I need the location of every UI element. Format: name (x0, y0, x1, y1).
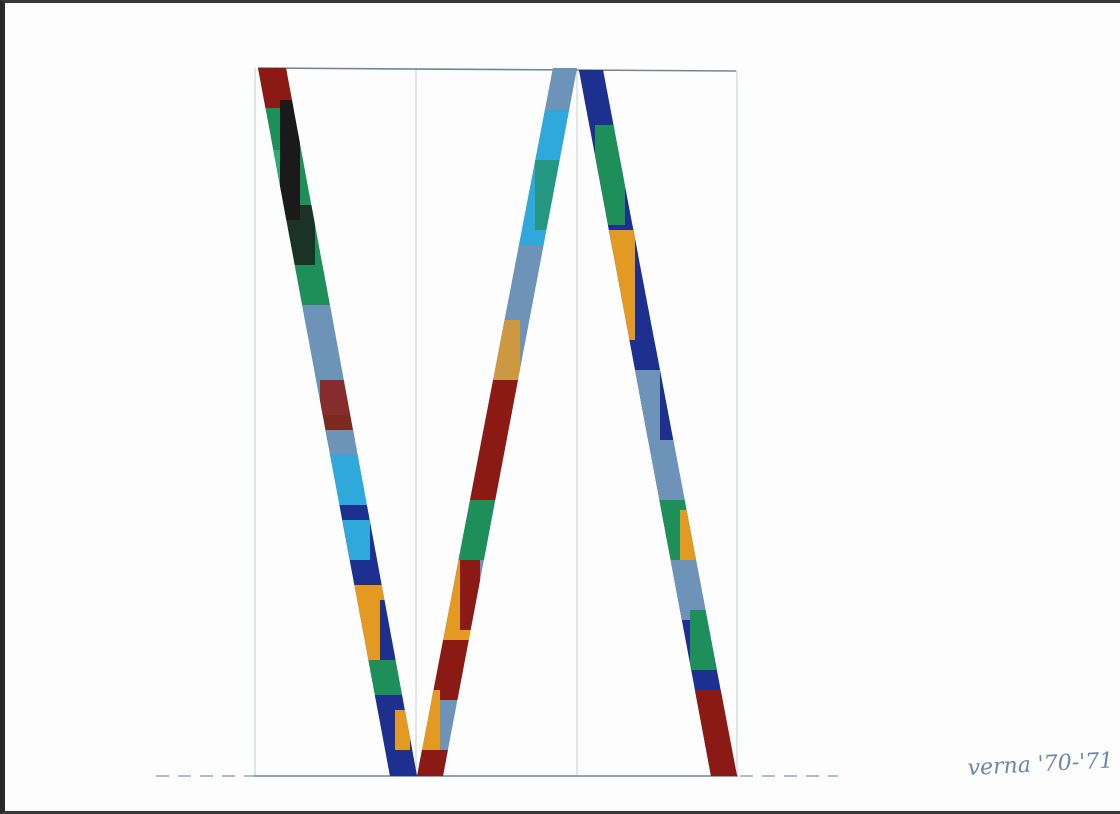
stripe-center-ascending (417, 68, 577, 776)
stripe-left-descending (258, 68, 417, 776)
artist-signature: verna '70-'71 (967, 748, 1114, 781)
construction-guides (254, 67, 738, 777)
stripe-right-descending (579, 70, 737, 776)
guide-top-edge (257, 67, 737, 72)
